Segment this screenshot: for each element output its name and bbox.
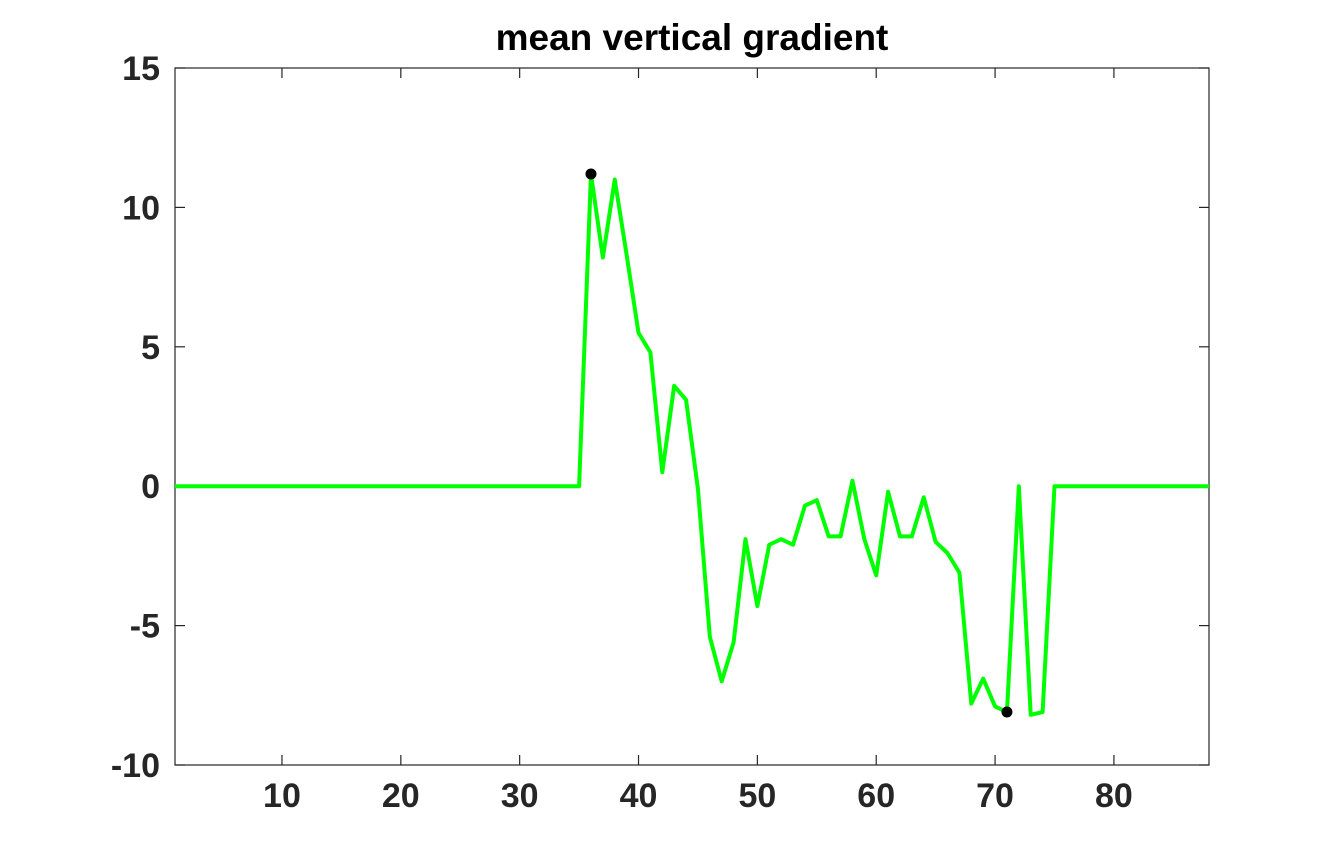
y-tick-label: 15 xyxy=(122,50,160,88)
y-tick-label: 0 xyxy=(141,468,160,506)
series-line xyxy=(175,171,1209,717)
x-tick-label: 80 xyxy=(1095,777,1133,815)
extremum-marker xyxy=(1001,706,1013,718)
x-tick-label: 40 xyxy=(620,777,658,815)
series-layer xyxy=(175,171,1209,717)
x-tick-label: 30 xyxy=(501,777,539,815)
x-tick-label: 50 xyxy=(738,777,776,815)
marker-layer xyxy=(585,168,1013,718)
extremum-marker xyxy=(585,168,597,180)
y-tick-label: 5 xyxy=(141,329,160,367)
plot-area-frame xyxy=(174,67,1210,766)
x-tick-label: 70 xyxy=(976,777,1014,815)
y-tick-label: 10 xyxy=(122,189,160,227)
axis-ticks: 10 20 30 40 50 60 70 80 -10 -5 0 5 10 15 xyxy=(111,50,1209,815)
x-tick-label: 20 xyxy=(382,777,420,815)
x-tick-label: 60 xyxy=(857,777,895,815)
y-tick-label: -5 xyxy=(130,608,160,646)
y-tick-label: -10 xyxy=(111,747,160,785)
x-tick-label: 10 xyxy=(263,777,301,815)
chart-title: mean vertical gradient xyxy=(496,17,889,58)
